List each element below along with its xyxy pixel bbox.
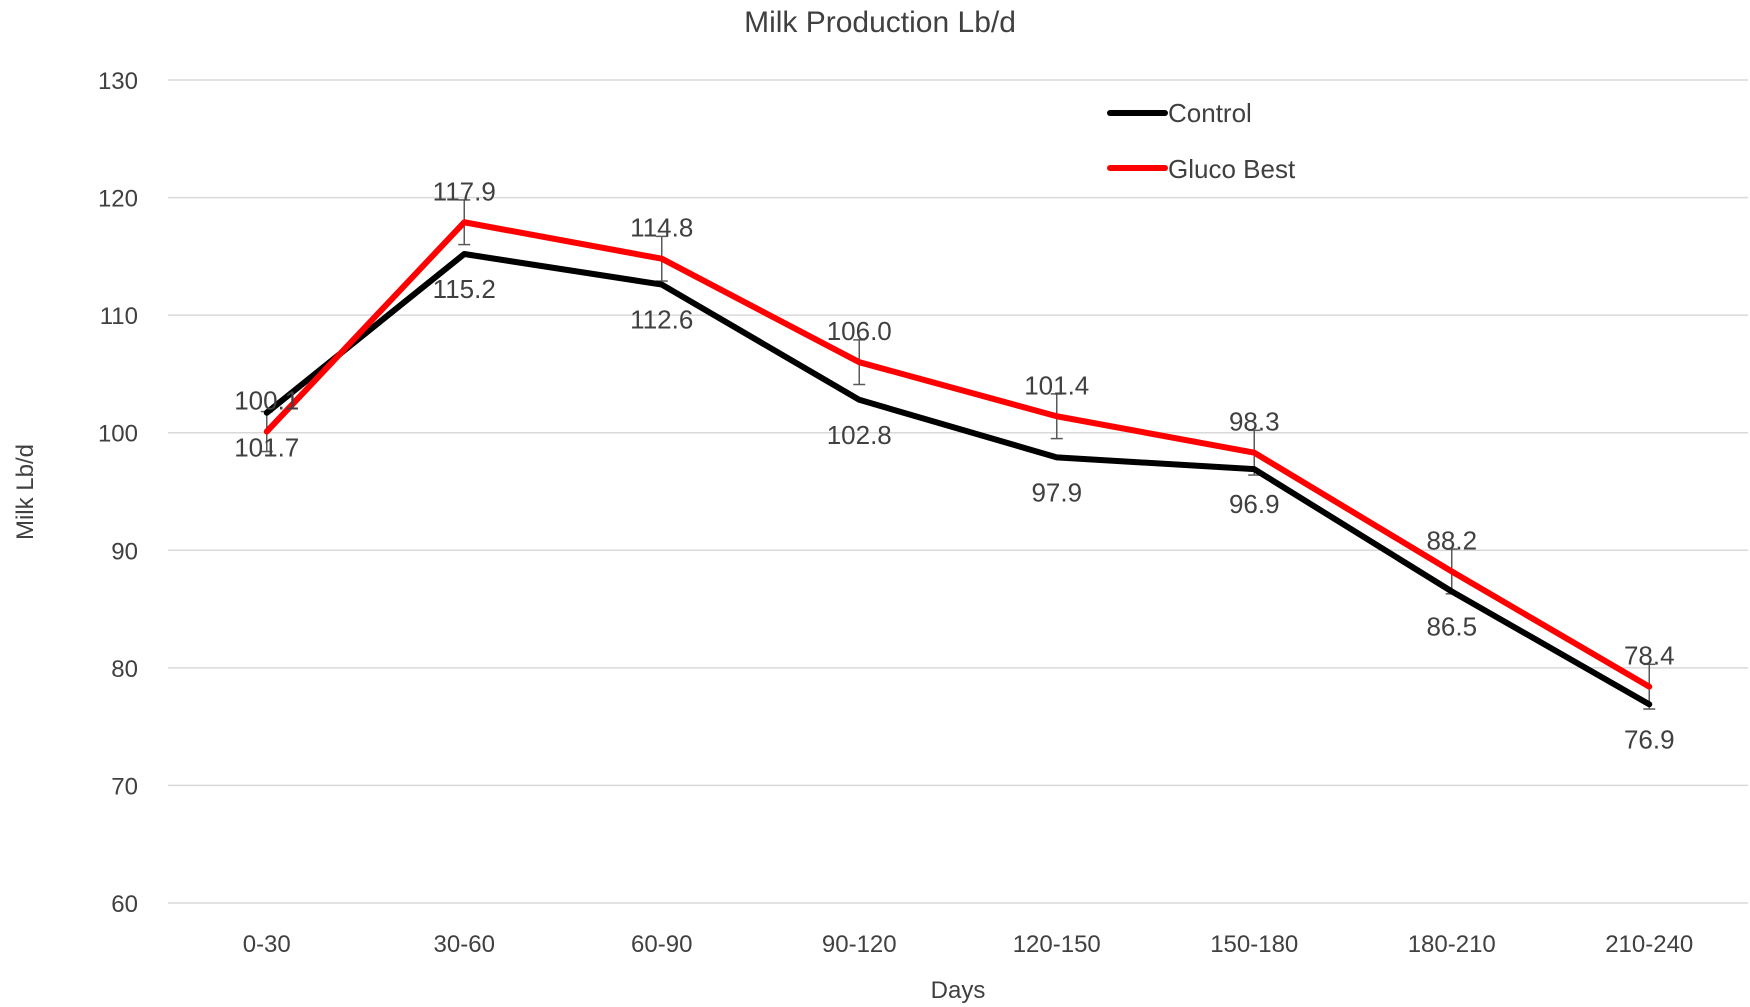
data-label: 117.9 — [433, 176, 496, 206]
data-label: 100.1 — [234, 386, 299, 416]
x-tick-label: 60-90 — [631, 931, 692, 958]
x-tick-label: 180-210 — [1408, 931, 1496, 958]
x-axis-title: Days — [931, 977, 986, 1004]
y-tick-label: 70 — [111, 773, 138, 800]
y-tick-label: 130 — [98, 68, 138, 95]
y-axis-title: Milk Lb/d — [12, 444, 39, 540]
legend-label-control: Control — [1168, 98, 1252, 128]
x-tick-label: 30-60 — [434, 931, 495, 958]
x-tick-label: 0-30 — [243, 931, 291, 958]
series-line-control — [263, 251, 1653, 708]
data-labels: 101.7 115.2 112.6 102.8 97.9 96.9 86.5 76.9 100.… — [234, 176, 1674, 754]
y-tick-label: 100 — [98, 421, 138, 448]
y-tick-label: 120 — [98, 186, 138, 213]
data-label: 114.8 — [630, 213, 693, 243]
x-tick-label: 210-240 — [1605, 931, 1693, 958]
legend-label-gluco-best: Gluco Best — [1168, 154, 1296, 184]
data-label: 97.9 — [1031, 477, 1082, 507]
data-label: 76.9 — [1624, 724, 1675, 754]
legend: Control Gluco Best — [1107, 98, 1296, 184]
y-axis-ticks: 60 70 80 90 100 110 120 130 — [98, 68, 138, 918]
data-label: 106.0 — [827, 316, 892, 346]
data-label: 78.4 — [1624, 641, 1675, 671]
data-label: 112.6 — [630, 305, 693, 335]
chart-title: Milk Production Lb/d — [744, 6, 1016, 39]
series-line-gluco-best — [263, 219, 1653, 690]
data-label: 102.8 — [827, 420, 892, 450]
data-label: 101.4 — [1024, 370, 1089, 400]
y-tick-label: 60 — [111, 891, 138, 918]
x-axis-ticks: 0-30 30-60 60-90 90-120 120-150 150-180 180-21… — [243, 931, 1694, 958]
series-lines — [263, 219, 1653, 708]
y-tick-label: 110 — [100, 303, 138, 330]
y-tick-label: 90 — [111, 538, 138, 565]
x-tick-label: 120-150 — [1013, 931, 1101, 958]
x-tick-label: 90-120 — [822, 931, 897, 958]
data-label: 101.7 — [234, 433, 299, 463]
data-label: 115.2 — [433, 274, 496, 304]
x-tick-label: 150-180 — [1210, 931, 1298, 958]
data-label: 96.9 — [1229, 489, 1280, 519]
data-label: 88.2 — [1426, 525, 1477, 555]
data-label: 86.5 — [1426, 611, 1477, 641]
y-tick-label: 80 — [111, 656, 138, 683]
gridlines — [168, 79, 1748, 904]
data-label: 98.3 — [1229, 407, 1280, 437]
